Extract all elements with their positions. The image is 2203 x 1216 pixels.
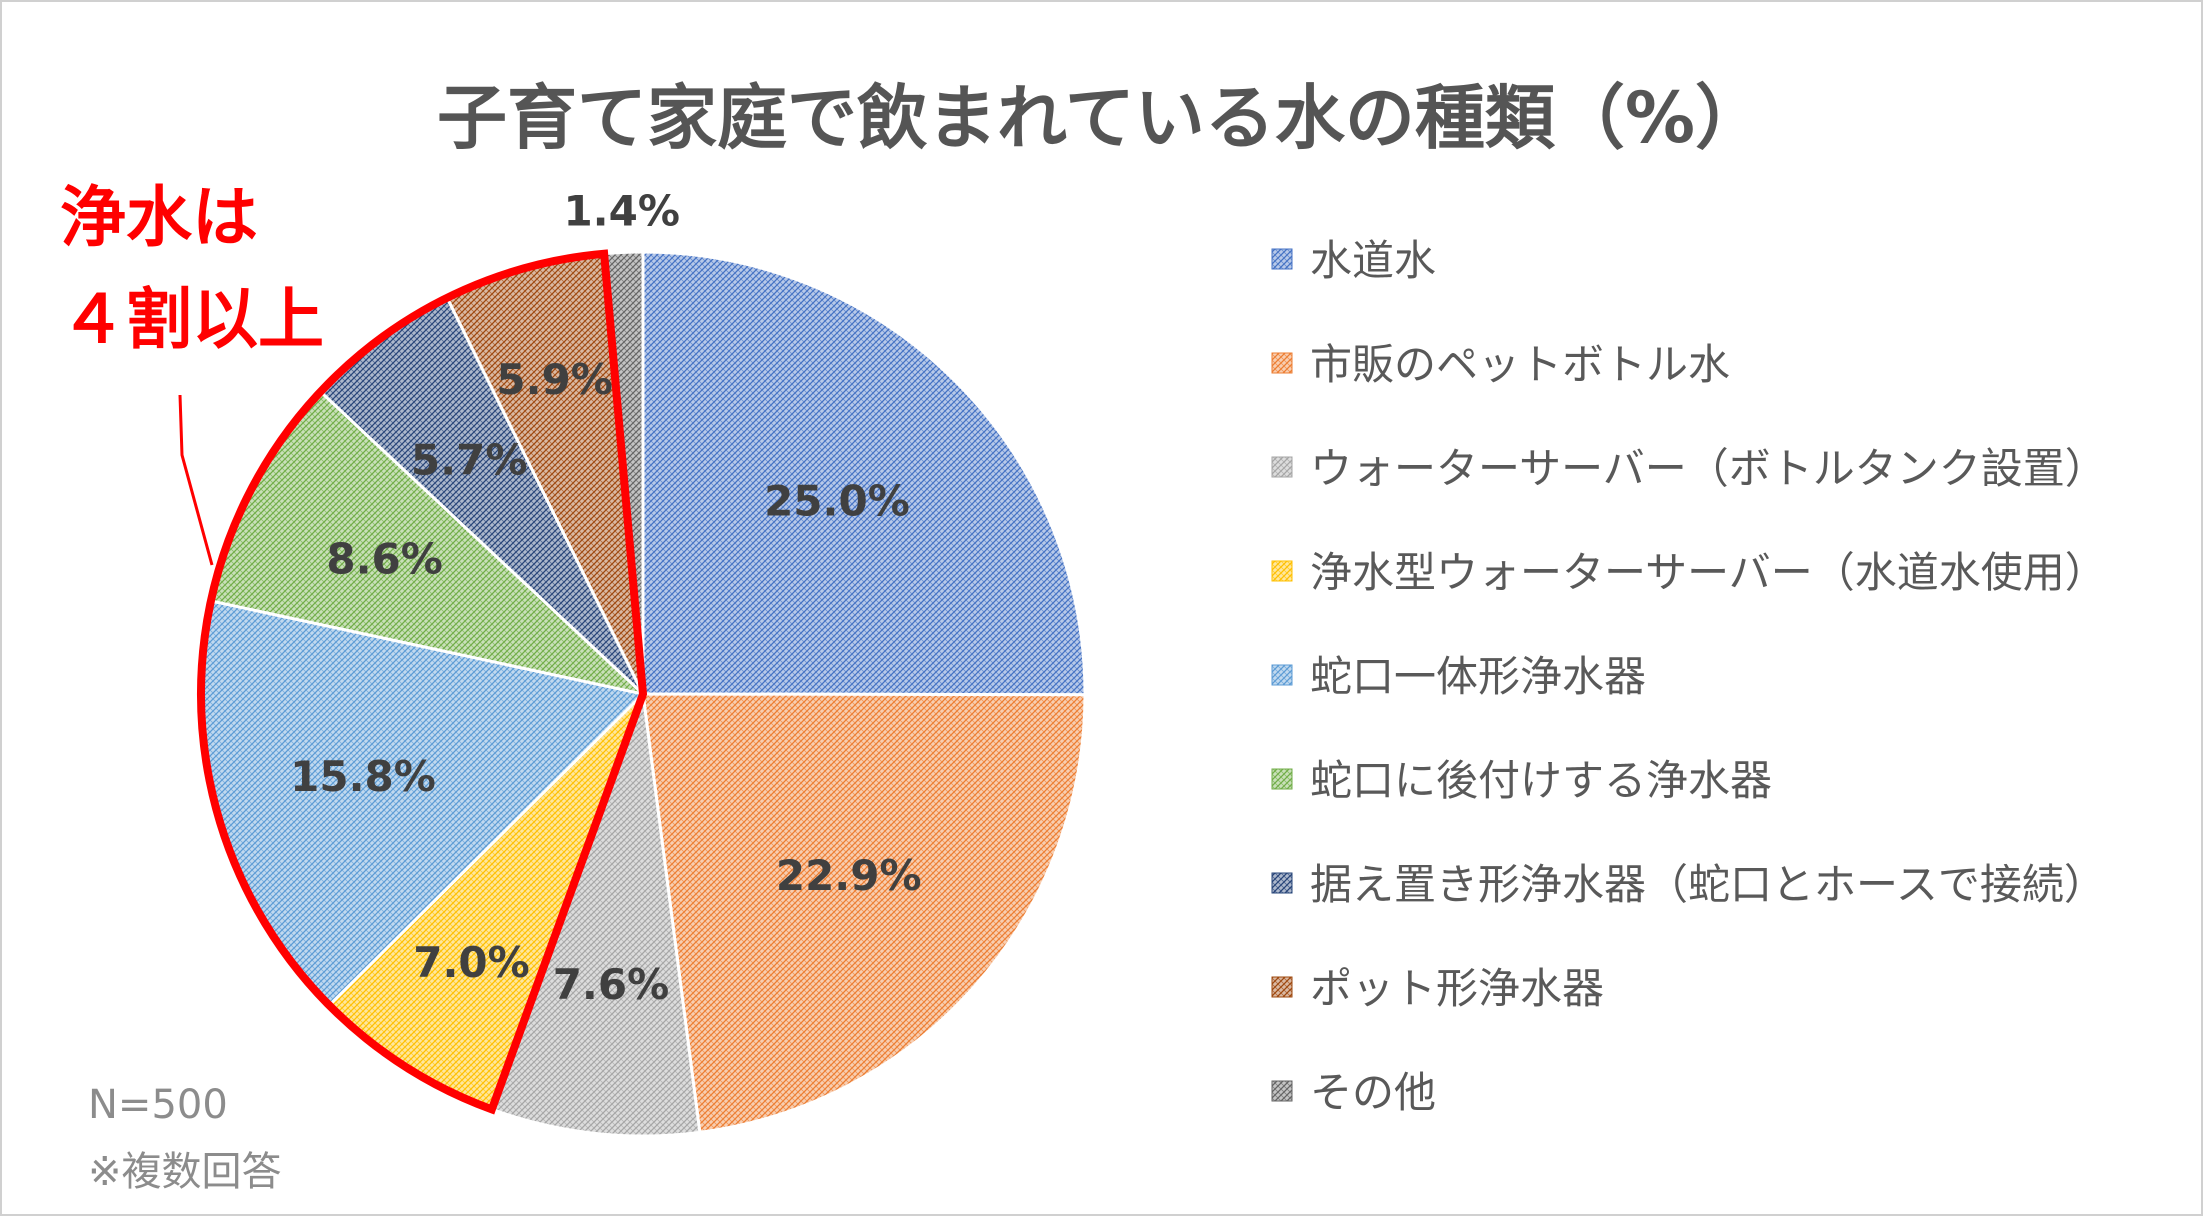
pie-slice <box>641 250 1087 697</box>
callout-line-2: ４割以上 <box>60 281 324 358</box>
callout-leader-line <box>178 394 214 566</box>
legend-label: 据え置き形浄水器（蛇口とホースで接続） <box>1310 860 2106 909</box>
legend-swatch <box>1271 352 1293 374</box>
legend-swatch <box>1271 560 1293 582</box>
slice-label: 8.6% <box>326 535 442 584</box>
legend-label: 市販のペットボトル水 <box>1310 340 1730 389</box>
legend-swatch <box>1271 456 1293 478</box>
slice-label: 5.7% <box>411 436 527 485</box>
legend-label: 浄水型ウォーターサーバー（水道水使用） <box>1310 548 2107 597</box>
legend-swatch <box>1271 872 1293 894</box>
legend-swatch <box>1271 664 1293 686</box>
slice-label: 1.4% <box>563 186 679 235</box>
slice-label: 25.0% <box>764 476 910 525</box>
highlight-outline <box>197 249 648 1115</box>
slice-label: 22.9% <box>776 851 922 900</box>
multiple-answer-note: ※複数回答 <box>88 1149 282 1195</box>
chart-title: 子育て家庭で飲まれている水の種類（%） <box>437 77 1765 159</box>
legend-swatch <box>1271 768 1293 790</box>
slice-label: 15.8% <box>290 752 436 801</box>
legend-swatch <box>1271 248 1293 270</box>
legend-label: その他 <box>1310 1068 1436 1117</box>
slice-labels: 25.0% 22.9% 7.6% 7.0% 15.8% 8.6% 5.7% 5.9% 1.4% <box>290 186 921 1008</box>
slice-label: 7.6% <box>553 960 669 1009</box>
pie-slice <box>641 692 1087 1135</box>
legend-label: 蛇口一体形浄水器 <box>1310 652 1646 701</box>
legend-swatch <box>1271 1080 1293 1102</box>
callout-line-1: 浄水は <box>60 179 258 256</box>
legend-label: ウォーターサーバー（ボトルタンク設置） <box>1310 444 2107 493</box>
pie-slice <box>489 693 702 1138</box>
slice-label: 5.9% <box>496 355 612 404</box>
legend-label: 蛇口に後付けする浄水器 <box>1310 756 1772 805</box>
legend-swatch <box>1271 976 1293 998</box>
legend-label: ポット形浄水器 <box>1310 964 1604 1013</box>
slice-label: 7.0% <box>413 938 529 987</box>
sample-size-note: N=500 <box>88 1082 228 1128</box>
legend-label: 水道水 <box>1310 236 1436 285</box>
